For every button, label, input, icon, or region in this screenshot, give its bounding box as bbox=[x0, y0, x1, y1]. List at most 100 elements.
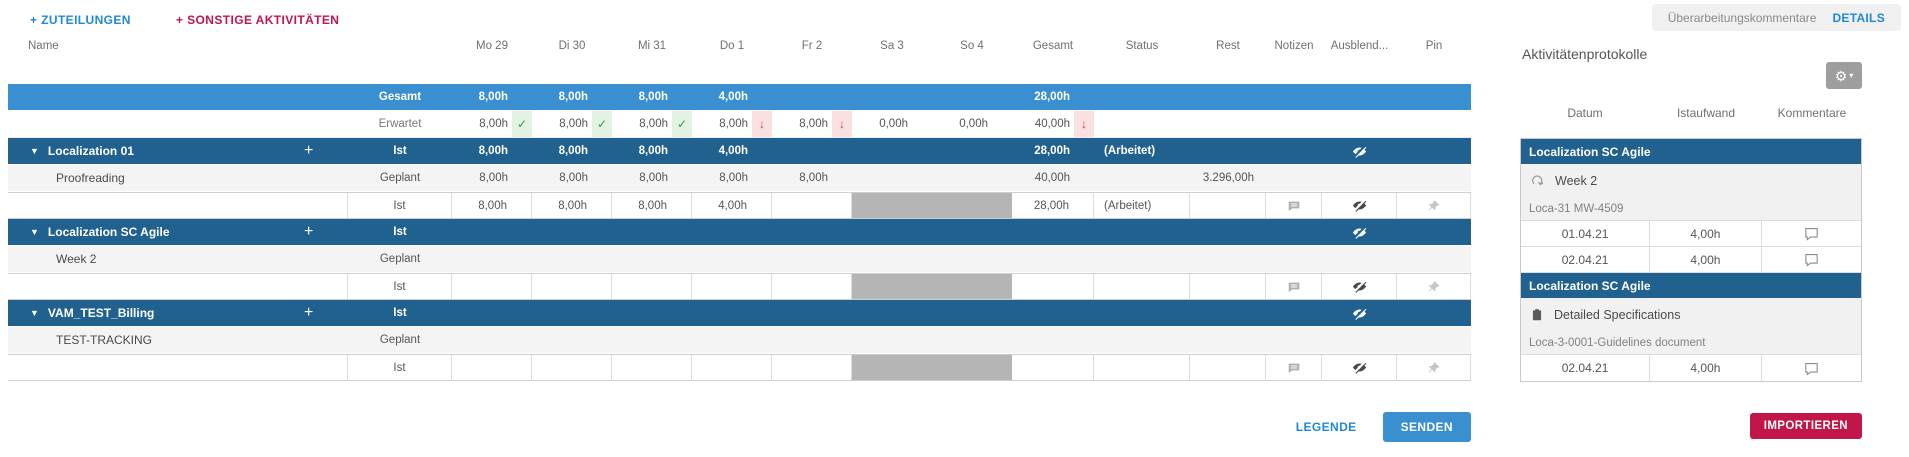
rest-cell bbox=[1190, 138, 1266, 164]
log-entry-date: 01.04.21 bbox=[1521, 221, 1651, 246]
check-icon: ✓ bbox=[672, 111, 692, 137]
day-input-cell[interactable]: 8,00h bbox=[452, 193, 532, 218]
day-input-cell[interactable] bbox=[452, 274, 532, 299]
details-link[interactable]: DETAILS bbox=[1832, 10, 1885, 25]
log-section-header: Localization SC Agile bbox=[1521, 273, 1861, 298]
day-value: 8,00h bbox=[638, 91, 668, 103]
notizen-cell bbox=[1266, 300, 1322, 326]
row-name-cell: ▼ Localization 01 + bbox=[8, 138, 348, 164]
day-value: 8,00h bbox=[478, 91, 508, 103]
notes-icon[interactable] bbox=[1287, 361, 1301, 375]
day-input-cell[interactable] bbox=[532, 355, 612, 380]
chevron-down-icon: ▾ bbox=[1849, 71, 1854, 80]
collapse-caret-icon[interactable]: ▼ bbox=[30, 146, 39, 156]
pin-icon[interactable] bbox=[1427, 199, 1441, 213]
pin-cell bbox=[1397, 274, 1471, 299]
day-value: 8,00h bbox=[479, 118, 508, 130]
notes-icon[interactable] bbox=[1287, 199, 1301, 213]
notes-icon[interactable] bbox=[1287, 280, 1301, 294]
day-value-cell bbox=[772, 138, 852, 164]
notizen-cell bbox=[1266, 165, 1322, 191]
gesamt-cell bbox=[1012, 327, 1094, 353]
column-header-notizen: Notizen bbox=[1274, 40, 1314, 52]
arrow-down-icon: ↓ bbox=[1074, 111, 1094, 137]
check-icon: ✓ bbox=[592, 111, 612, 137]
day-value: 0,00h bbox=[959, 118, 988, 130]
day-value: 8,00h bbox=[719, 118, 748, 130]
add-entry-button[interactable]: + bbox=[304, 142, 314, 159]
add-entry-button[interactable]: + bbox=[304, 223, 314, 240]
status-cell bbox=[1094, 246, 1190, 272]
rest-cell: 3.296,00h bbox=[1190, 165, 1266, 191]
pin-icon[interactable] bbox=[1427, 280, 1441, 294]
ausblenden-cell bbox=[1322, 246, 1397, 272]
pin-cell bbox=[1397, 138, 1471, 164]
day-input-cell[interactable] bbox=[772, 355, 852, 380]
blocked-day-cell bbox=[852, 193, 932, 218]
day-input-cell[interactable] bbox=[772, 193, 852, 218]
grid-header: Name Mo 29 Di 30 Mi 31 Do 1 Fr 2 Sa 3 So 4 Gesam… bbox=[8, 40, 1471, 52]
legende-link[interactable]: LEGENDE bbox=[1295, 420, 1357, 434]
notizen-cell bbox=[1266, 111, 1322, 137]
day-input-cell[interactable]: 8,00h bbox=[532, 193, 612, 218]
hide-eye-slash-icon[interactable] bbox=[1352, 279, 1367, 294]
senden-button[interactable]: SENDEN bbox=[1382, 412, 1471, 442]
blocked-day-cell bbox=[852, 274, 932, 299]
ist-row: Ist bbox=[8, 273, 1471, 300]
pin-icon[interactable] bbox=[1427, 361, 1441, 375]
row-name-cell bbox=[8, 355, 348, 380]
day-input-cell[interactable] bbox=[452, 355, 532, 380]
add-entry-button[interactable]: + bbox=[304, 304, 314, 321]
comment-icon[interactable] bbox=[1803, 251, 1820, 268]
comment-icon[interactable] bbox=[1803, 360, 1820, 377]
hide-eye-slash-icon[interactable] bbox=[1352, 225, 1367, 240]
day-input-cell[interactable] bbox=[612, 274, 692, 299]
add-assignments-link[interactable]: + ZUTEILUNGEN bbox=[30, 13, 131, 27]
log-entry-comment-cell bbox=[1762, 247, 1861, 272]
day-value: 8,00h bbox=[719, 172, 748, 184]
hide-eye-slash-icon[interactable] bbox=[1352, 306, 1367, 321]
day-value-cell: 8,00h bbox=[452, 138, 532, 164]
day-input-cell[interactable] bbox=[692, 355, 772, 380]
day-value-cell bbox=[692, 246, 772, 272]
row-type-label: Geplant bbox=[379, 172, 421, 184]
day-value-cell bbox=[932, 138, 1012, 164]
column-header-spacer bbox=[348, 40, 452, 52]
comment-icon[interactable] bbox=[1803, 225, 1820, 242]
blocked-day-cell bbox=[932, 193, 1012, 218]
day-input-cell[interactable] bbox=[612, 355, 692, 380]
blocked-day-cell bbox=[852, 355, 932, 380]
day-input-cell[interactable] bbox=[532, 274, 612, 299]
day-value: 4,00h bbox=[718, 91, 748, 103]
panel-column-header: Istaufwand bbox=[1676, 106, 1736, 120]
importieren-button[interactable]: IMPORTIEREN bbox=[1749, 413, 1862, 439]
day-input-cell[interactable]: 4,00h bbox=[692, 193, 772, 218]
day-value: 8,00h bbox=[639, 118, 668, 130]
column-header-day: So 4 bbox=[960, 40, 984, 52]
row-type-label: Ist bbox=[393, 307, 407, 319]
hide-eye-slash-icon[interactable] bbox=[1352, 144, 1367, 159]
hide-eye-slash-icon[interactable] bbox=[1352, 360, 1367, 375]
log-entry-date: 02.04.21 bbox=[1521, 355, 1651, 381]
day-value: 8,00h bbox=[559, 118, 588, 130]
hide-eye-slash-icon[interactable] bbox=[1352, 198, 1367, 213]
ist-row: Ist 8,00h 8,00h 8,00h 4,00h 28,00h (Arbeitet) bbox=[8, 192, 1471, 219]
day-value-cell bbox=[612, 246, 692, 272]
day-value-cell bbox=[532, 327, 612, 353]
day-input-cell[interactable] bbox=[692, 274, 772, 299]
add-other-activities-link[interactable]: + SONSTIGE AKTIVITÄTEN bbox=[176, 13, 340, 27]
collapse-caret-icon[interactable]: ▼ bbox=[30, 308, 39, 318]
log-entry-effort: 4,00h bbox=[1650, 247, 1762, 272]
gesamt-cell: 28,00h bbox=[1012, 84, 1094, 110]
rest-value: 3.296,00h bbox=[1202, 172, 1254, 184]
day-input-cell[interactable]: 8,00h bbox=[612, 193, 692, 218]
day-input-cell[interactable] bbox=[772, 274, 852, 299]
rest-cell bbox=[1190, 193, 1266, 218]
day-value: 8,00h bbox=[639, 172, 668, 184]
log-entry-row: 01.04.21 4,00h bbox=[1521, 221, 1861, 247]
gear-button[interactable]: ⚙ ▾ bbox=[1826, 62, 1862, 89]
collapse-caret-icon[interactable]: ▼ bbox=[30, 227, 39, 237]
day-value-cell: 8,00h ✓ bbox=[452, 111, 532, 137]
day-value-cell bbox=[932, 219, 1012, 245]
status-cell bbox=[1094, 327, 1190, 353]
